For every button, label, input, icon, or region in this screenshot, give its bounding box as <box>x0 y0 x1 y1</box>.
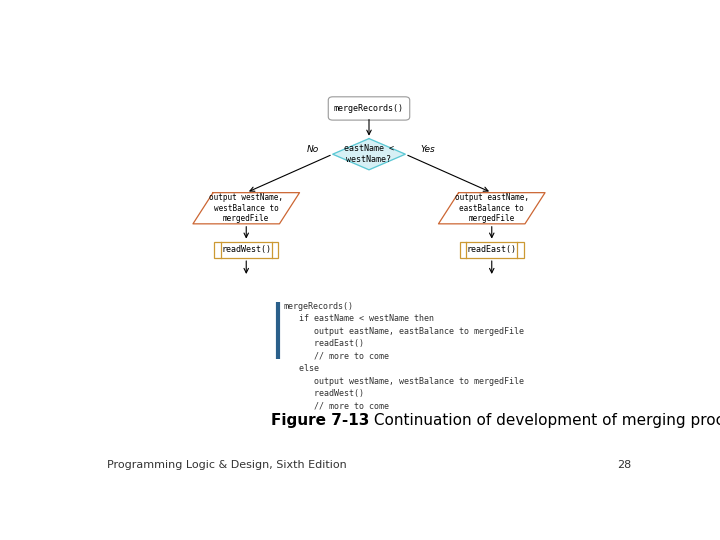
Polygon shape <box>438 193 545 224</box>
Text: 28: 28 <box>617 460 631 470</box>
Polygon shape <box>193 193 300 224</box>
Text: eastName <
westName?: eastName < westName? <box>344 145 394 164</box>
FancyBboxPatch shape <box>328 97 410 120</box>
Text: output westName,
westBalance to
mergedFile: output westName, westBalance to mergedFi… <box>210 193 283 223</box>
Text: Continuation of development of merging process: Continuation of development of merging p… <box>369 413 720 428</box>
Text: readEast(): readEast() <box>467 245 517 254</box>
Text: No: No <box>307 145 320 154</box>
Text: Figure 7-13: Figure 7-13 <box>271 413 369 428</box>
Bar <box>459 241 524 258</box>
Text: Programming Logic & Design, Sixth Edition: Programming Logic & Design, Sixth Editio… <box>107 460 346 470</box>
Text: mergeRecords()
   if eastName < westName then
      output eastName, eastBalance: mergeRecords() if eastName < westName th… <box>284 302 523 411</box>
Bar <box>214 241 279 258</box>
Text: readWest(): readWest() <box>221 245 271 254</box>
Text: Yes: Yes <box>420 145 435 154</box>
Text: output eastName,
eastBalance to
mergedFile: output eastName, eastBalance to mergedFi… <box>455 193 528 223</box>
Text: mergeRecords(): mergeRecords() <box>334 104 404 113</box>
Polygon shape <box>333 139 405 170</box>
